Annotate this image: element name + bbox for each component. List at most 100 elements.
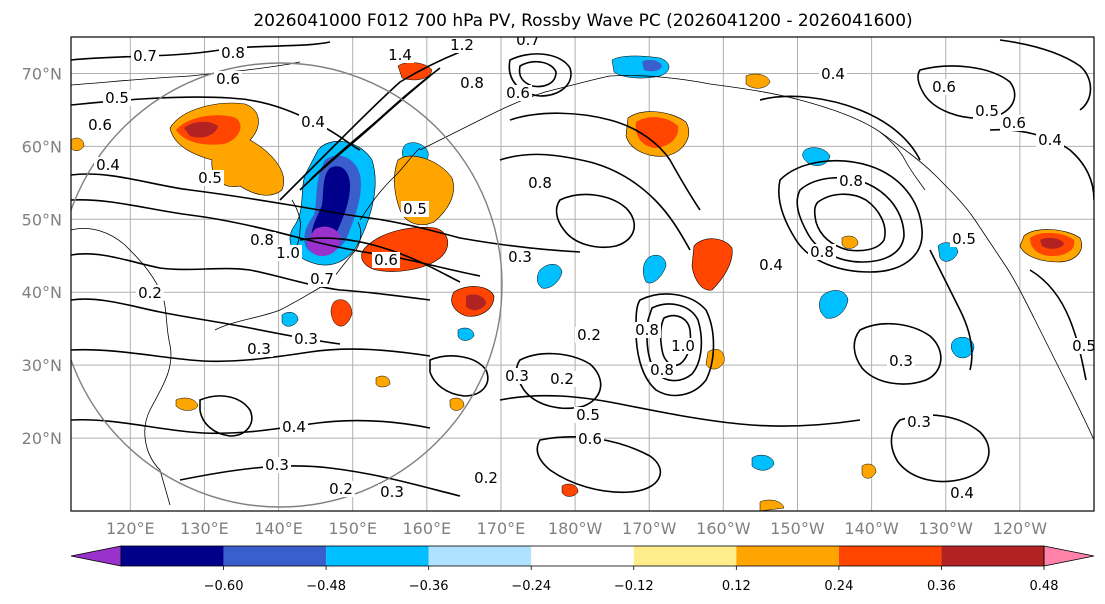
contour-label: 0.2: [138, 284, 162, 302]
contour-label-bg: [327, 481, 355, 497]
colorbar-segment: [736, 546, 839, 566]
contour-label: 0.3: [380, 483, 404, 501]
contour-label-bg: [448, 37, 476, 53]
contour-label-bg: [131, 48, 159, 64]
contour-label: 0.8: [460, 74, 484, 92]
contour-label: 0.3: [247, 340, 271, 358]
contour-label-bg: [280, 419, 308, 435]
contour-label: 0.6: [216, 70, 240, 88]
contour-label: 0.2: [550, 370, 574, 388]
contour-label-bg: [574, 407, 602, 423]
contour-label-bg: [245, 341, 273, 357]
contour-label-bg: [819, 66, 847, 82]
contour-label-bg: [548, 371, 576, 387]
contour-label-bg: [136, 285, 164, 301]
contour-label: 0.6: [374, 251, 398, 269]
contour-label: 0.4: [759, 256, 783, 274]
contour-label: 0.8: [810, 243, 834, 261]
contour-label: 0.4: [301, 113, 325, 131]
contour-label: 0.8: [250, 231, 274, 249]
contour-label-bg: [372, 252, 400, 268]
contour-label: 0.8: [650, 361, 674, 379]
longitude-label: 180°W: [548, 519, 603, 538]
colorbar-tick-label: 0.36: [927, 579, 956, 594]
pv-contours: [71, 39, 1094, 497]
longitude-label: 150°E: [328, 519, 377, 538]
contour-label: 0.3: [508, 248, 532, 266]
colorbar-tick-label: −0.12: [614, 579, 654, 594]
colorbar-tick-label: −0.48: [306, 579, 346, 594]
contour-label: 0.3: [265, 456, 289, 474]
colorbar-segment: [428, 546, 532, 566]
contour-label-bg: [887, 353, 915, 369]
colorbar-tick-label: 0.24: [824, 579, 853, 594]
contour-label: 0.8: [635, 321, 659, 339]
colorbar-segment: [941, 546, 1044, 566]
contour-label-bg: [378, 484, 406, 500]
contour-label: 0.7: [133, 47, 157, 65]
contour-label: 0.8: [839, 172, 863, 190]
contour-label: 0.8: [221, 44, 245, 62]
contour-label-bg: [248, 232, 276, 248]
negative-anomaly-center: [307, 226, 341, 256]
contour-label: 0.6: [506, 84, 530, 102]
contour-label: 0.4: [282, 418, 306, 436]
colorbar-tick-label: −0.24: [511, 579, 551, 594]
longitude-label: 120°E: [106, 519, 155, 538]
contour-label-bg: [757, 257, 785, 273]
contour-label-bg: [930, 79, 958, 95]
contour-label: 0.4: [950, 484, 974, 502]
map-title: 2026041000 F012 700 hPa PV, Rossby Wave …: [253, 11, 912, 31]
contour-label-bg: [458, 75, 486, 91]
contour-label: 0.5: [198, 169, 222, 187]
colorbar-extend-low: [70, 545, 122, 567]
colorbar-tick-label: −0.36: [409, 579, 449, 594]
contour-label-bg: [837, 173, 865, 189]
contour-label: 0.5: [952, 230, 976, 248]
longitude-label: 150°W: [770, 519, 825, 538]
contour-label-bg: [504, 85, 532, 101]
colorbar-extend-high: [1043, 545, 1095, 567]
contour-label-bg: [905, 414, 933, 430]
contour-label-bg: [1000, 115, 1028, 131]
colorbar-segment: [838, 546, 942, 566]
contour-label: 0.6: [88, 116, 112, 134]
contour-label-bg: [472, 470, 500, 486]
latitude-label: 30°N: [22, 356, 62, 375]
latitude-label: 50°N: [22, 210, 62, 229]
contour-label-bg: [263, 457, 291, 473]
contour-label-bg: [948, 485, 976, 501]
contour-label: 0.8: [528, 174, 552, 192]
contour-label-bg: [308, 271, 336, 287]
contour-label: 0.6: [578, 430, 602, 448]
contour-label: 0.4: [1038, 131, 1062, 149]
latitude-label: 20°N: [22, 429, 62, 448]
colorbar: [70, 545, 1095, 567]
contour-label: 0.5: [403, 200, 427, 218]
contour-label: 0.6: [932, 78, 956, 96]
contour-label: 0.5: [975, 102, 999, 120]
colorbar-segment: [326, 546, 429, 566]
contour-label: 0.4: [821, 65, 845, 83]
contour-label-bg: [94, 157, 122, 173]
contour-label-bg: [214, 71, 242, 87]
colorbar-tick-label: −0.60: [204, 579, 244, 594]
contour-label-bg: [633, 322, 661, 338]
negative-anomaly-inner: [311, 166, 350, 245]
contour-label: 0.3: [505, 367, 529, 385]
contour-label: 0.5: [1072, 337, 1096, 355]
latitude-label: 40°N: [22, 283, 62, 302]
longitude-label: 130°E: [180, 519, 229, 538]
contour-label-bg: [808, 244, 836, 260]
contour-label: 0.7: [516, 31, 540, 49]
contour-label-bg: [973, 103, 1001, 119]
contour-label: 0.3: [294, 330, 318, 348]
contour-label-bg: [506, 249, 534, 265]
colorbar-tick-label: 0.12: [722, 579, 751, 594]
contour-label: 0.3: [889, 352, 913, 370]
contour-label-bg: [292, 331, 320, 347]
colorbar-tick-label: 0.48: [1030, 579, 1059, 594]
contour-label-bg: [503, 368, 531, 384]
contour-label-bg: [196, 170, 224, 186]
